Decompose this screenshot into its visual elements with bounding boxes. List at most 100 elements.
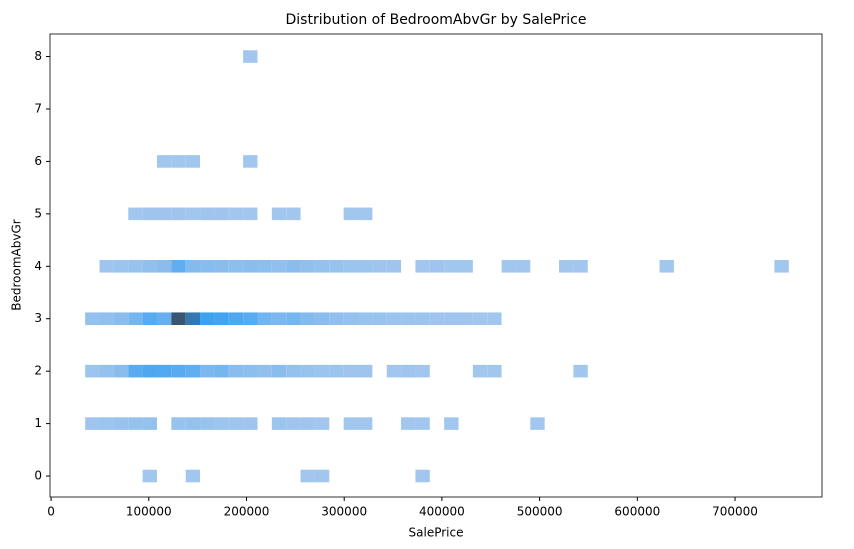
heat-cell (271, 259, 287, 273)
heat-cell (171, 207, 186, 221)
heat-cell (171, 312, 186, 326)
heat-cell (487, 364, 502, 378)
heat-cell (243, 364, 258, 378)
heat-cell (401, 364, 416, 378)
y-tick-label: 5 (34, 206, 42, 220)
heat-cell (99, 364, 114, 378)
x-tick-label: 600000 (614, 505, 660, 519)
heat-cell (113, 417, 129, 430)
heat-cell (156, 155, 172, 168)
heat-cell (401, 312, 416, 326)
heat-cell (329, 259, 344, 273)
heat-cell (358, 417, 373, 430)
heat-cell (85, 417, 100, 430)
heat-cell (300, 312, 315, 326)
heat-cell (99, 259, 114, 273)
y-axis-label: BedroomAbvGr (10, 219, 24, 311)
heat-cell (300, 259, 315, 273)
heat-cell (271, 417, 287, 430)
y-tick-label: 7 (34, 101, 42, 115)
heat-cell (228, 417, 244, 430)
heat-cell (415, 312, 430, 326)
heat-cell (286, 364, 301, 378)
heat-cell (128, 259, 143, 273)
heat-cell (185, 364, 201, 378)
heat-cell (243, 207, 258, 221)
heat-cell (314, 312, 330, 326)
y-tick-label: 4 (34, 259, 42, 273)
heat-cell (171, 364, 186, 378)
heat-cell (243, 155, 258, 168)
heat-cell (343, 207, 359, 221)
heat-cell (386, 259, 402, 273)
heat-cell (185, 469, 201, 483)
heat-cell (185, 417, 201, 430)
heat-cell (415, 364, 430, 378)
heat-cell (415, 259, 430, 273)
y-tick-label: 2 (34, 364, 42, 378)
heat-cell (472, 364, 488, 378)
y-tick-label: 1 (34, 416, 42, 430)
plot-frame (49, 33, 823, 498)
heat-cell (774, 259, 789, 273)
heat-cell (200, 259, 215, 273)
heat-cell (142, 207, 157, 221)
heat-cell (156, 259, 172, 273)
y-tick-label: 8 (34, 49, 42, 63)
heat-cell (271, 364, 287, 378)
heat-cell (99, 312, 114, 326)
heat-cell (458, 259, 473, 273)
x-tick-label: 0 (47, 505, 55, 519)
heat-cell (343, 259, 359, 273)
heat-cell (171, 417, 186, 430)
heat-cell (171, 155, 186, 168)
heat-cell (156, 312, 172, 326)
heat-cell (429, 312, 445, 326)
heat-cell (401, 417, 416, 430)
heat-cell (113, 364, 129, 378)
heat-cell (358, 207, 373, 221)
heat-cell (415, 469, 430, 483)
heat-cell (257, 312, 272, 326)
x-tick-label: 400000 (419, 505, 465, 519)
heat-cell (113, 312, 129, 326)
heat-cell (228, 259, 244, 273)
x-tick-label: 200000 (224, 505, 270, 519)
heat-cell (372, 312, 387, 326)
heat-cell (200, 312, 215, 326)
heat-cell (85, 364, 100, 378)
heat-cell (142, 469, 157, 483)
heat-cell (358, 259, 373, 273)
heat-cell (228, 312, 244, 326)
y-tick-label: 3 (34, 311, 42, 325)
heat-cell (243, 50, 258, 63)
heat-cell (343, 417, 359, 430)
heat-cell (228, 364, 244, 378)
heat-cell (286, 207, 301, 221)
heat-cell (271, 207, 287, 221)
heat-cell (329, 364, 344, 378)
heat-cell (200, 417, 215, 430)
heat-cell (257, 259, 272, 273)
x-tick-label: 500000 (517, 505, 563, 519)
heat-cell (214, 207, 229, 221)
heat-cell (214, 417, 229, 430)
heat-cell (372, 259, 387, 273)
x-tick-label: 300000 (321, 505, 367, 519)
heat-cell (314, 417, 330, 430)
heat-cell (171, 259, 186, 273)
heat-cell (142, 417, 157, 430)
heat-cell (286, 312, 301, 326)
heat-cell (444, 259, 459, 273)
heat-cell (386, 312, 402, 326)
heat-cell (85, 312, 100, 326)
heat-cell (314, 469, 330, 483)
heat-cell (415, 417, 430, 430)
x-axis-label: SalePrice (409, 526, 464, 540)
y-tick-label: 0 (34, 469, 42, 483)
heat-cell (286, 417, 301, 430)
heat-cell (185, 207, 201, 221)
heat-cell (214, 364, 229, 378)
heat-cell (358, 312, 373, 326)
